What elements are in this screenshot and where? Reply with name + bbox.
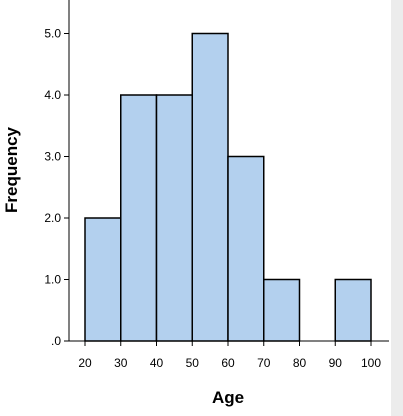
y-tick-label: 3.0 xyxy=(44,150,61,164)
y-tick-label: .0 xyxy=(51,334,61,348)
right-panel-strip xyxy=(391,0,403,416)
x-tick-label: 50 xyxy=(186,356,200,370)
histogram-bar-70-80 xyxy=(263,278,301,342)
y-tick-label: 2.0 xyxy=(44,211,61,225)
histogram-bar-20-30 xyxy=(84,217,122,342)
axes-layer xyxy=(64,0,389,346)
y-tick-label: 4.0 xyxy=(44,88,61,102)
y-axis-title: Frequency xyxy=(2,126,21,213)
x-tick-label: 40 xyxy=(150,356,164,370)
histogram-bar-30-40 xyxy=(120,94,158,342)
labels-layer: .0 1.0 2.0 3.0 4.0 5.0 20 30 40 50 60 70 80 90 100 xyxy=(44,27,381,371)
histogram-bar-90-100 xyxy=(334,278,372,342)
x-tick-label: 60 xyxy=(221,356,235,370)
histogram-bar-40-50 xyxy=(155,94,193,342)
bars-layer xyxy=(84,32,372,342)
x-tick-label: 80 xyxy=(293,356,307,370)
x-tick-label: 100 xyxy=(361,356,381,370)
x-tick-label: 30 xyxy=(114,356,128,370)
y-tick-label: 1.0 xyxy=(44,273,61,287)
x-tick-label: 20 xyxy=(78,356,92,370)
y-tick-label: 5.0 xyxy=(44,27,61,41)
histogram-bar-50-60 xyxy=(191,32,229,342)
x-tick-label: 70 xyxy=(257,356,271,370)
x-tick-label: 90 xyxy=(329,356,343,370)
x-axis-title: Age xyxy=(212,388,244,407)
histogram-bar-60-70 xyxy=(227,155,265,342)
